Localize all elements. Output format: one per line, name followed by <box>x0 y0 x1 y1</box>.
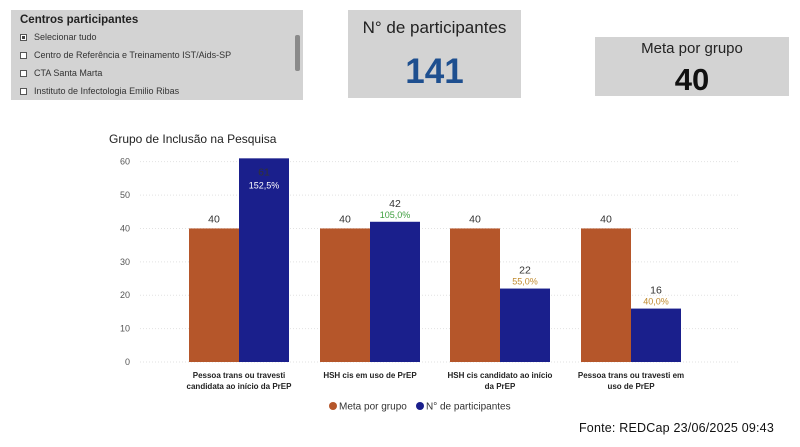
legend-label: N° de participantes <box>426 402 511 413</box>
slicer-title: Centros participantes <box>20 14 139 26</box>
slicer-item-label: Selecionar tudo <box>34 32 97 42</box>
x-category-label: da PrEP <box>485 382 516 391</box>
slicer-item-emilio-ribas[interactable]: Instituto de Infectologia Emilio Ribas <box>20 82 290 100</box>
participants-card-value: 141 <box>405 52 464 91</box>
goal-card-label: Meta por grupo <box>641 40 743 57</box>
bar-meta-por-grupo <box>189 228 239 362</box>
slicer-item-label: Centro de Referência e Treinamento IST/A… <box>34 50 232 60</box>
bar-participantes <box>370 221 420 362</box>
x-category-label: Pessoa trans ou travesti <box>193 371 285 380</box>
percentage-label: 40,0% <box>643 297 669 307</box>
bar-meta-por-grupo <box>581 228 631 362</box>
source-text: Fonte: REDCap 23/06/2025 09:43 <box>578 421 774 435</box>
legend-label: Meta por grupo <box>339 402 407 413</box>
data-label: 40 <box>208 213 220 225</box>
percentage-label: 105,0% <box>380 210 411 220</box>
participants-card-label: N° de participantes <box>362 18 507 37</box>
slicer-item-label: CTA Santa Marta <box>34 68 103 78</box>
data-label: 61 <box>258 166 270 178</box>
checkbox-icon[interactable] <box>20 87 27 95</box>
bar-meta-por-grupo <box>450 228 500 362</box>
data-label: 40 <box>600 213 612 225</box>
data-label: 22 <box>519 265 531 277</box>
participants-card: N° de participantes 141 <box>348 10 521 98</box>
x-category-label: Pessoa trans ou travesti em <box>578 371 684 380</box>
slicer-list: Selecionar tudo Centro de Referência e T… <box>20 28 290 100</box>
x-category-label: uso de PrEP <box>607 382 655 391</box>
goal-card-value: 40 <box>674 62 710 97</box>
y-tick-label: 30 <box>120 257 130 267</box>
y-tick-label: 60 <box>120 157 130 167</box>
legend-marker-participantes <box>416 402 424 410</box>
bar-participantes <box>239 158 289 362</box>
slicer-item-select-all[interactable]: Selecionar tudo <box>20 28 290 46</box>
x-category-label: candidata ao início da PrEP <box>187 382 293 391</box>
centers-slicer: Centros participantes Selecionar tudo Ce… <box>11 10 303 100</box>
legend-marker-meta <box>329 402 337 410</box>
slicer-item-label: Instituto de Infectologia Emilio Ribas <box>34 86 180 96</box>
y-tick-label: 50 <box>120 190 130 200</box>
data-label: 16 <box>650 285 662 297</box>
bar-participantes <box>500 288 550 362</box>
data-label: 40 <box>339 213 351 225</box>
bar-meta-por-grupo <box>320 228 370 362</box>
checkbox-icon[interactable] <box>20 51 27 59</box>
checkbox-icon[interactable] <box>20 33 27 41</box>
slicer-scrollbar[interactable] <box>295 35 300 71</box>
x-category-label: HSH cis candidato ao início <box>448 371 553 380</box>
bar-participantes <box>631 308 681 362</box>
slicer-item-crt-ist-aids-sp[interactable]: Centro de Referência e Treinamento IST/A… <box>20 46 290 64</box>
goal-card: Meta por grupo 40 <box>595 37 789 96</box>
x-category-label: HSH cis em uso de PrEP <box>323 371 417 380</box>
data-label: 40 <box>469 213 481 225</box>
y-tick-label: 20 <box>120 290 130 300</box>
slicer-item-cta-santa-marta[interactable]: CTA Santa Marta <box>20 64 290 82</box>
y-tick-label: 0 <box>125 357 130 367</box>
chart-title: Grupo de Inclusão na Pesquisa <box>109 132 277 146</box>
percentage-label: 55,0% <box>512 277 538 287</box>
y-tick-label: 10 <box>120 324 130 334</box>
y-tick-label: 40 <box>120 223 130 233</box>
data-label: 42 <box>389 198 401 210</box>
checkbox-icon[interactable] <box>20 69 27 77</box>
percentage-label: 152,5% <box>249 180 280 190</box>
